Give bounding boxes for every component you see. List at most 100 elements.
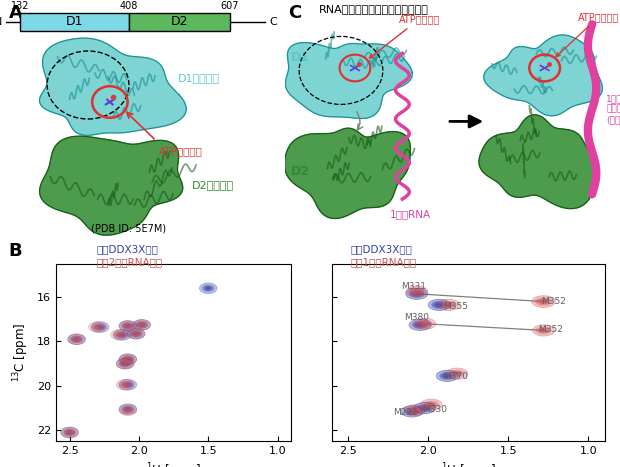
Ellipse shape: [538, 328, 549, 333]
Ellipse shape: [535, 297, 552, 306]
Ellipse shape: [409, 288, 425, 296]
Text: C: C: [288, 4, 301, 21]
Ellipse shape: [120, 354, 136, 364]
Text: ATP結合部位: ATP結合部位: [556, 12, 619, 57]
Ellipse shape: [420, 405, 430, 410]
Ellipse shape: [541, 329, 546, 332]
Text: D2ドメイン: D2ドメイン: [192, 179, 234, 190]
Ellipse shape: [536, 326, 551, 334]
Ellipse shape: [74, 338, 79, 340]
Ellipse shape: [117, 359, 133, 368]
Ellipse shape: [120, 405, 136, 415]
Polygon shape: [484, 35, 603, 116]
Ellipse shape: [138, 322, 146, 327]
Ellipse shape: [446, 304, 451, 306]
Ellipse shape: [130, 330, 143, 338]
Ellipse shape: [414, 318, 435, 329]
Ellipse shape: [200, 283, 216, 293]
Ellipse shape: [133, 320, 150, 330]
Ellipse shape: [434, 302, 445, 308]
Text: 132: 132: [11, 1, 29, 11]
Ellipse shape: [119, 360, 131, 368]
Ellipse shape: [132, 331, 140, 336]
Ellipse shape: [428, 403, 434, 406]
Ellipse shape: [407, 406, 423, 414]
Ellipse shape: [111, 330, 128, 340]
Ellipse shape: [63, 429, 76, 436]
Ellipse shape: [89, 322, 105, 332]
Ellipse shape: [405, 405, 425, 416]
Ellipse shape: [122, 322, 134, 330]
Text: 1本鷚RNA: 1本鷚RNA: [390, 209, 432, 219]
Text: RNA結合に伴う構造変化のモデル: RNA結合に伴う構造変化のモデル: [319, 4, 428, 14]
Text: M352: M352: [541, 297, 566, 306]
Ellipse shape: [74, 338, 79, 340]
Ellipse shape: [73, 337, 81, 342]
Ellipse shape: [93, 325, 102, 330]
Ellipse shape: [120, 321, 136, 331]
Polygon shape: [40, 136, 183, 235]
Ellipse shape: [451, 371, 462, 376]
Ellipse shape: [138, 322, 146, 327]
Text: D1: D1: [66, 15, 83, 28]
Ellipse shape: [136, 321, 148, 329]
Ellipse shape: [442, 373, 453, 379]
Ellipse shape: [412, 291, 422, 297]
Ellipse shape: [124, 324, 132, 328]
Ellipse shape: [63, 429, 76, 436]
Ellipse shape: [124, 407, 132, 411]
Text: C: C: [270, 17, 277, 27]
Ellipse shape: [124, 408, 132, 413]
Ellipse shape: [66, 430, 74, 435]
Ellipse shape: [126, 408, 130, 410]
Ellipse shape: [117, 333, 122, 336]
Ellipse shape: [409, 290, 425, 298]
Ellipse shape: [126, 358, 130, 361]
Ellipse shape: [436, 304, 442, 306]
Text: (PDB ID: 5E7M): (PDB ID: 5E7M): [91, 223, 167, 233]
Ellipse shape: [415, 322, 425, 327]
Ellipse shape: [122, 322, 134, 330]
Ellipse shape: [124, 357, 132, 362]
Polygon shape: [40, 38, 186, 135]
Ellipse shape: [95, 326, 99, 328]
Ellipse shape: [120, 380, 136, 390]
FancyBboxPatch shape: [129, 13, 230, 31]
Ellipse shape: [417, 320, 433, 328]
Text: M330: M330: [422, 404, 447, 414]
Ellipse shape: [449, 370, 465, 378]
Ellipse shape: [121, 361, 129, 366]
Ellipse shape: [404, 407, 420, 415]
Text: N: N: [0, 17, 2, 27]
Ellipse shape: [533, 296, 555, 307]
Ellipse shape: [454, 372, 459, 375]
Ellipse shape: [440, 372, 455, 380]
Ellipse shape: [118, 333, 126, 337]
Ellipse shape: [421, 399, 441, 410]
Ellipse shape: [122, 355, 134, 363]
Ellipse shape: [124, 382, 132, 387]
Ellipse shape: [68, 431, 72, 434]
Ellipse shape: [120, 354, 136, 364]
Ellipse shape: [412, 321, 428, 329]
Ellipse shape: [126, 358, 130, 361]
Text: 紺：DDX3X単独: 紺：DDX3X単独: [96, 245, 158, 255]
Polygon shape: [479, 115, 598, 209]
Text: M380: M380: [404, 312, 429, 322]
Ellipse shape: [414, 290, 419, 293]
Ellipse shape: [68, 334, 85, 344]
Ellipse shape: [441, 301, 457, 309]
Text: 1本鷚RNA
結合構造
(閉じた構造): 1本鷚RNA 結合構造 (閉じた構造): [606, 94, 620, 124]
Ellipse shape: [134, 333, 138, 335]
Ellipse shape: [406, 286, 427, 297]
Ellipse shape: [70, 335, 83, 343]
Text: B: B: [9, 242, 22, 260]
Ellipse shape: [123, 362, 127, 365]
Ellipse shape: [134, 333, 138, 335]
Text: D2: D2: [291, 165, 310, 178]
Ellipse shape: [140, 324, 144, 326]
Ellipse shape: [120, 333, 125, 336]
Ellipse shape: [123, 383, 127, 386]
Ellipse shape: [204, 286, 213, 291]
Ellipse shape: [119, 381, 131, 389]
